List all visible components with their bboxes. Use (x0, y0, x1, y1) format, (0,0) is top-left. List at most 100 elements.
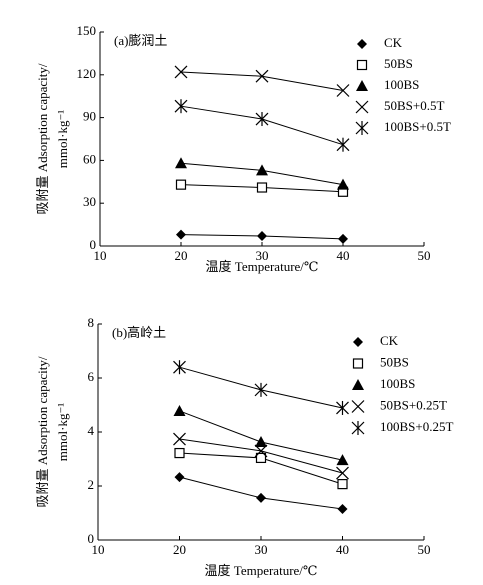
series-line (180, 71, 344, 91)
chart-title: (b)高岭土 (112, 325, 166, 340)
x-axis-label: 温度 Temperature/℃ (206, 259, 319, 274)
marker (255, 452, 267, 464)
x-tick-label: 20 (173, 542, 186, 557)
marker (173, 360, 186, 375)
marker (336, 454, 349, 466)
marker (337, 178, 349, 190)
marker-shape (352, 379, 364, 390)
marker (174, 65, 188, 79)
marker-shape (255, 452, 267, 464)
marker (336, 84, 350, 97)
marker-shape (357, 39, 367, 49)
legend-label: 50BS (380, 354, 409, 369)
marker-shape (356, 80, 368, 91)
legend-label: 50BS (384, 56, 413, 71)
x-tick-label: 10 (94, 248, 107, 263)
legend-label: 100BS (380, 376, 415, 391)
marker (357, 39, 367, 49)
y-axis-label: 吸附量 Adsorption capacity/ (35, 356, 50, 507)
legend-label: CK (380, 333, 399, 348)
x-tick-label: 30 (256, 248, 269, 263)
marker (355, 100, 369, 114)
y-axis-label: mmol·kg⁻¹ (55, 403, 70, 462)
marker-shape (254, 444, 268, 458)
marker (256, 182, 268, 193)
marker (175, 157, 187, 169)
y-axis-label: mmol·kg⁻¹ (55, 110, 70, 169)
marker (352, 358, 364, 369)
y-tick-label: 90 (83, 109, 96, 124)
marker (173, 404, 186, 416)
marker-shape (336, 466, 349, 480)
marker-shape (173, 404, 186, 416)
x-tick-label: 50 (418, 542, 431, 557)
marker-shape (255, 69, 269, 83)
y-tick-label: 0 (90, 237, 97, 252)
marker (336, 137, 350, 152)
marker (337, 479, 348, 490)
y-tick-label: 30 (83, 194, 96, 209)
marker-shape (175, 179, 187, 190)
marker-shape (257, 231, 267, 242)
marker-shape (174, 447, 185, 459)
marker-shape (355, 100, 369, 114)
marker-shape (173, 432, 186, 446)
legend-label: CK (384, 35, 403, 50)
x-tick-label: 20 (175, 248, 188, 263)
marker (355, 121, 369, 135)
marker-shape (337, 503, 348, 514)
y-tick-label: 120 (77, 66, 97, 81)
marker (174, 447, 185, 459)
legend-label: 50BS+0.25T (380, 397, 447, 412)
marker-shape (352, 358, 364, 369)
marker (257, 231, 267, 242)
x-tick-label: 10 (92, 542, 105, 557)
series-line (179, 410, 343, 461)
y-tick-label: 2 (88, 477, 95, 492)
marker (351, 421, 365, 435)
marker-shape (256, 164, 268, 176)
legend-label: 100BS+0.25T (380, 419, 453, 434)
marker (336, 466, 349, 480)
marker (255, 435, 267, 447)
marker-shape (176, 229, 186, 240)
marker (173, 432, 186, 446)
marker (352, 379, 364, 390)
marker-shape (356, 59, 368, 71)
marker-shape (255, 435, 267, 447)
marker (254, 444, 268, 458)
marker (351, 400, 365, 413)
marker-shape (336, 84, 350, 97)
marker-shape (351, 400, 365, 413)
legend-label: 100BS+0.5T (384, 119, 451, 134)
x-tick-label: 40 (336, 542, 349, 557)
y-axis-label: 吸附量 Adsorption capacity/ (35, 63, 50, 214)
marker-shape (175, 157, 187, 169)
marker (353, 337, 363, 347)
marker (254, 382, 268, 397)
x-tick-label: 30 (255, 542, 268, 557)
marker (356, 59, 368, 71)
marker (175, 179, 187, 190)
y-tick-label: 6 (88, 369, 95, 384)
marker (356, 80, 368, 91)
marker (337, 503, 348, 514)
marker (256, 492, 266, 503)
y-tick-label: 8 (88, 315, 95, 330)
marker-shape (256, 182, 268, 193)
y-tick-label: 150 (77, 23, 97, 38)
marker (336, 400, 349, 415)
marker-shape (337, 479, 348, 490)
marker-shape (338, 233, 348, 244)
legend-label: 100BS (384, 77, 419, 92)
y-tick-label: 4 (88, 423, 95, 438)
marker-shape (174, 65, 188, 79)
marker (256, 164, 268, 176)
x-axis-label: 温度 Temperature/℃ (205, 563, 318, 578)
marker-shape (337, 178, 349, 190)
marker (176, 229, 186, 240)
chart-title: (a)膨润土 (114, 33, 167, 48)
marker-shape (174, 472, 185, 483)
marker-shape (353, 337, 363, 347)
